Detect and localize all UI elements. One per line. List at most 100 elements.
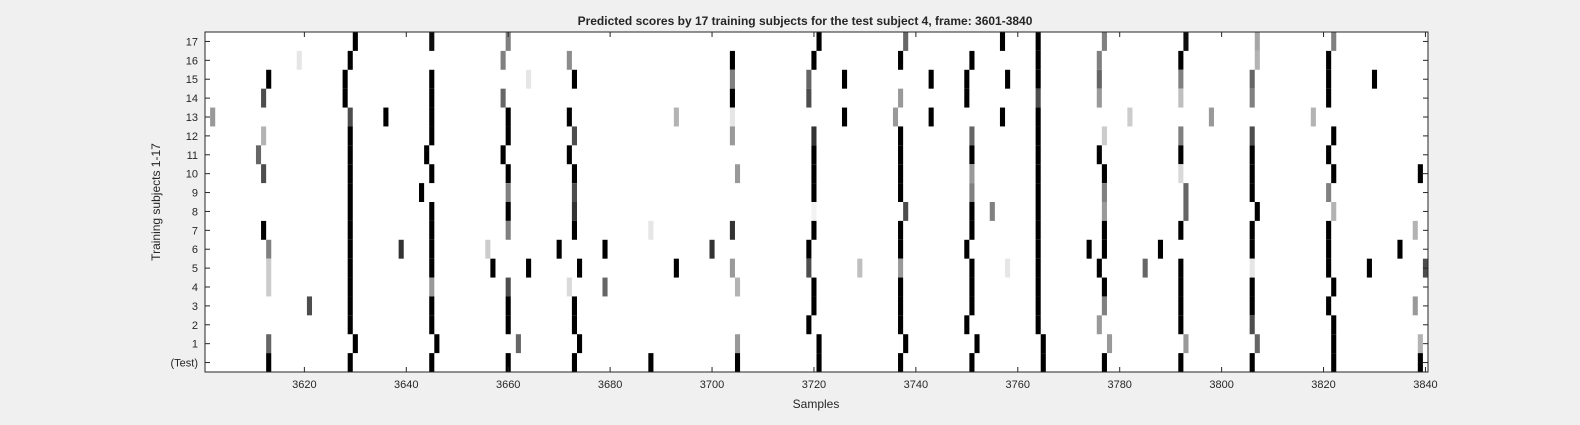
heatmap-cell xyxy=(1096,315,1102,335)
heatmap-cell xyxy=(1096,145,1102,165)
heatmap-cell xyxy=(964,69,970,89)
heatmap-cell xyxy=(261,220,267,240)
y-tick-label: 9 xyxy=(192,188,198,200)
heatmap-cell xyxy=(1035,258,1041,278)
heatmap-cell xyxy=(1249,164,1255,184)
heatmap-cell xyxy=(571,220,577,240)
heatmap-cell xyxy=(1178,88,1184,108)
heatmap-cell xyxy=(500,88,506,108)
heatmap-cell xyxy=(969,50,975,70)
chart-title: Predicted scores by 17 training subjects… xyxy=(578,14,1033,28)
heatmap-cell xyxy=(898,258,904,278)
heatmap-cell xyxy=(673,258,679,278)
heatmap-cell xyxy=(505,32,511,51)
heatmap-cell xyxy=(485,239,491,259)
heatmap-cell xyxy=(673,107,679,127)
heatmap-cell xyxy=(734,164,741,184)
heatmap-cell xyxy=(1035,220,1041,240)
heatmap-cell xyxy=(429,239,435,259)
heatmap-cell xyxy=(571,353,577,372)
heatmap-cell xyxy=(429,88,435,108)
heatmap-cell xyxy=(210,107,216,127)
heatmap-cell xyxy=(1101,353,1107,372)
heatmap-cell xyxy=(903,202,909,221)
heatmap-cell xyxy=(571,183,577,202)
heatmap-cell xyxy=(898,315,904,335)
heatmap-cell xyxy=(969,258,975,278)
heatmap-cell xyxy=(816,32,822,51)
heatmap-cell xyxy=(898,183,904,202)
heatmap-cell xyxy=(429,315,435,335)
y-tick-label: 5 xyxy=(192,263,198,275)
heatmap-cell xyxy=(255,145,262,165)
y-tick-label: 16 xyxy=(186,55,198,67)
y-tick-label: 11 xyxy=(187,150,198,162)
heatmap-cell xyxy=(1412,296,1418,316)
heatmap-cell xyxy=(648,220,654,240)
heatmap-cell xyxy=(811,183,817,202)
heatmap-cell xyxy=(347,145,353,165)
heatmap-cell xyxy=(898,164,904,184)
heatmap-cell xyxy=(526,69,532,89)
heatmap-cell xyxy=(505,202,511,221)
heatmap-cell xyxy=(969,202,975,221)
heatmap-cell xyxy=(1208,107,1214,127)
heatmap-cell xyxy=(1101,202,1107,221)
heatmap-cell xyxy=(1326,239,1332,259)
heatmap-cell xyxy=(1417,334,1423,354)
heatmap-cell xyxy=(811,277,817,297)
heatmap-cell xyxy=(898,296,904,316)
heatmap-cell xyxy=(1096,50,1102,70)
y-tick-label: 8 xyxy=(192,206,198,218)
heatmap-cell xyxy=(505,107,511,127)
heatmap-cell xyxy=(969,353,975,372)
heatmap-cell xyxy=(1331,353,1337,372)
y-tick-label: 17 xyxy=(186,36,198,48)
heatmap-cell xyxy=(898,126,904,146)
heatmap-cell xyxy=(1101,220,1107,240)
y-tick-label: 1 xyxy=(192,339,198,351)
heatmap-cell xyxy=(1101,126,1107,146)
heatmap-cell xyxy=(429,277,435,297)
heatmap-cell xyxy=(1157,239,1164,259)
heatmap-cell xyxy=(928,69,934,89)
heatmap-cell xyxy=(898,220,904,240)
heatmap-cell xyxy=(806,258,812,278)
x-tick-label: 3780 xyxy=(1107,379,1131,391)
heatmap-cell xyxy=(1178,220,1184,240)
heatmap-cell xyxy=(709,239,715,259)
heatmap-cell xyxy=(1096,88,1102,108)
heatmap-cell xyxy=(571,296,577,316)
heatmap-cell xyxy=(734,353,741,372)
x-tick-label: 3760 xyxy=(1006,379,1030,391)
x-tick-label: 3660 xyxy=(496,379,520,391)
heatmap-cell xyxy=(1310,107,1316,127)
heatmap-cell xyxy=(571,164,577,184)
heatmap-cell xyxy=(434,334,440,354)
y-axis-ticks: 17 16 15 14 13 12 11 10 9 8 7 6 5 4 3 2 1 (Test) xyxy=(171,36,1428,370)
heatmap-cell xyxy=(999,32,1006,51)
heatmap-cell xyxy=(266,69,272,89)
heatmap-cell xyxy=(841,107,848,127)
heatmap-cell xyxy=(811,126,817,146)
heatmap-cell xyxy=(806,315,812,335)
heatmap-cell xyxy=(898,239,904,259)
heatmap-cell xyxy=(347,50,353,70)
heatmap-cell xyxy=(729,69,735,89)
heatmap-cell xyxy=(571,202,577,221)
heatmap-cell xyxy=(729,107,735,127)
heatmap-cell xyxy=(602,239,608,259)
heatmap-cell xyxy=(898,277,904,297)
heatmap-cell xyxy=(1326,258,1332,278)
heatmap-cell xyxy=(1412,220,1418,240)
heatmap-cell xyxy=(1397,239,1403,259)
x-tick-label: 3800 xyxy=(1209,379,1233,391)
heatmap-cell xyxy=(1331,126,1337,146)
heatmap-cell xyxy=(1331,334,1337,354)
heatmap-cell xyxy=(648,353,654,372)
heatmap-cell xyxy=(969,277,975,297)
heatmap-cell xyxy=(1326,183,1332,202)
heatmap-cell xyxy=(566,50,572,70)
heatmap-cell xyxy=(999,107,1006,127)
